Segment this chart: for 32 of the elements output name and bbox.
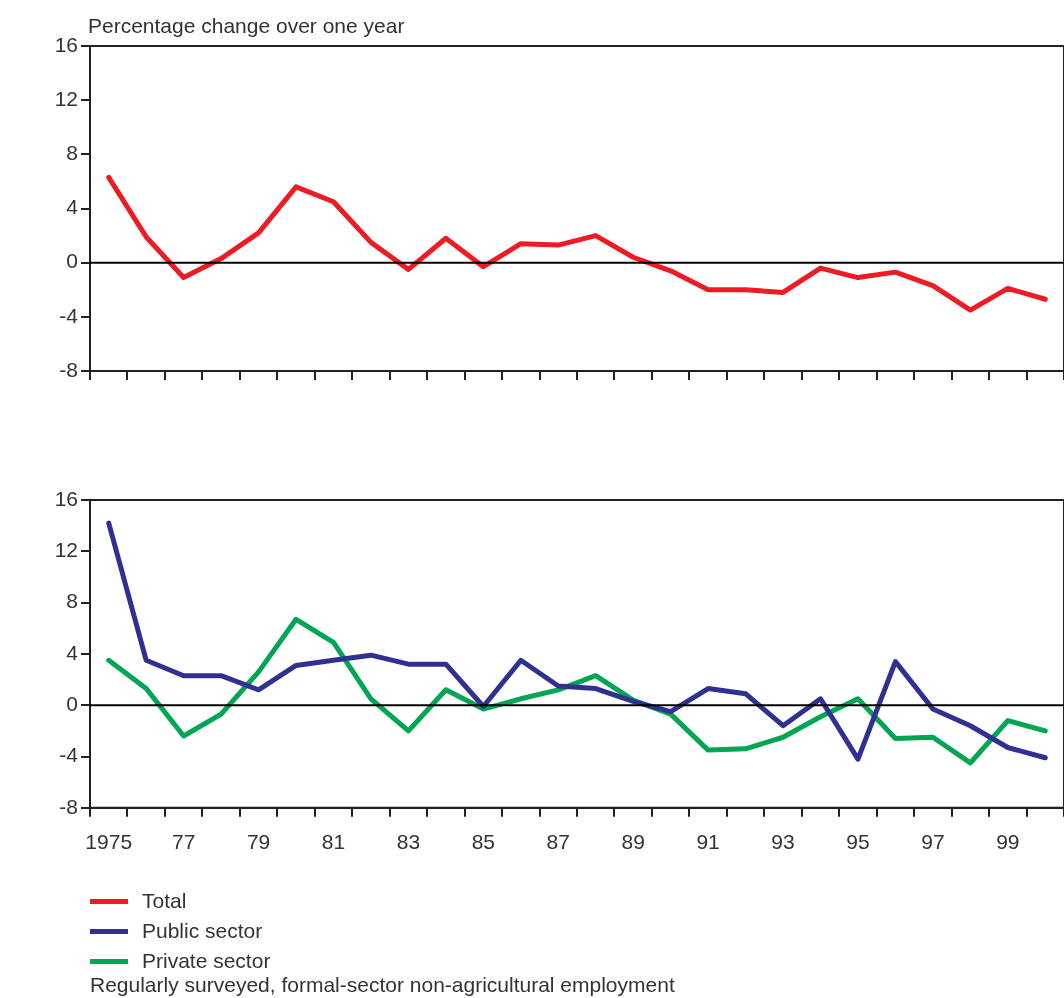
x-tick-label: 97 bbox=[921, 830, 945, 854]
y-tick-label: 16 bbox=[54, 486, 78, 510]
x-tick-label: 91 bbox=[696, 830, 720, 854]
y-tick-label: 8 bbox=[66, 589, 78, 613]
y-tick-label: 16 bbox=[54, 32, 78, 56]
x-tick-label: 1975 bbox=[85, 830, 133, 854]
x-tick-label: 95 bbox=[846, 830, 870, 854]
y-tick-label: 4 bbox=[66, 640, 79, 664]
x-tick-label: 87 bbox=[546, 830, 570, 854]
x-tick-label: 99 bbox=[996, 830, 1020, 854]
y-tick-label: -4 bbox=[59, 743, 79, 767]
x-tick-label: 79 bbox=[246, 830, 271, 854]
x-tick-label: 83 bbox=[396, 830, 421, 854]
y-tick-label: 8 bbox=[66, 141, 78, 165]
legend-label: Total bbox=[142, 889, 187, 913]
y-tick-label: 12 bbox=[54, 86, 78, 110]
y-tick-label: -4 bbox=[59, 303, 79, 327]
x-tick-label: 77 bbox=[171, 830, 196, 854]
y-tick-label: -8 bbox=[59, 357, 78, 381]
y-tick-label: 4 bbox=[66, 195, 79, 219]
legend-label: Public sector bbox=[142, 919, 263, 943]
y-tick-label: 0 bbox=[66, 249, 78, 273]
x-tick-label: 85 bbox=[471, 830, 496, 854]
legend-label: Private sector bbox=[142, 949, 271, 973]
y-axis-title: Percentage change over one year bbox=[88, 14, 405, 38]
x-tick-label: 81 bbox=[321, 830, 346, 854]
x-tick-label: 93 bbox=[771, 830, 795, 854]
y-tick-label: 12 bbox=[54, 538, 78, 562]
y-tick-label: -8 bbox=[59, 794, 78, 818]
y-tick-label: 0 bbox=[66, 692, 78, 715]
x-tick-label: 89 bbox=[621, 830, 645, 854]
text: Regularly surveyed, formal-sector non-agricultural employment bbox=[90, 973, 675, 997]
